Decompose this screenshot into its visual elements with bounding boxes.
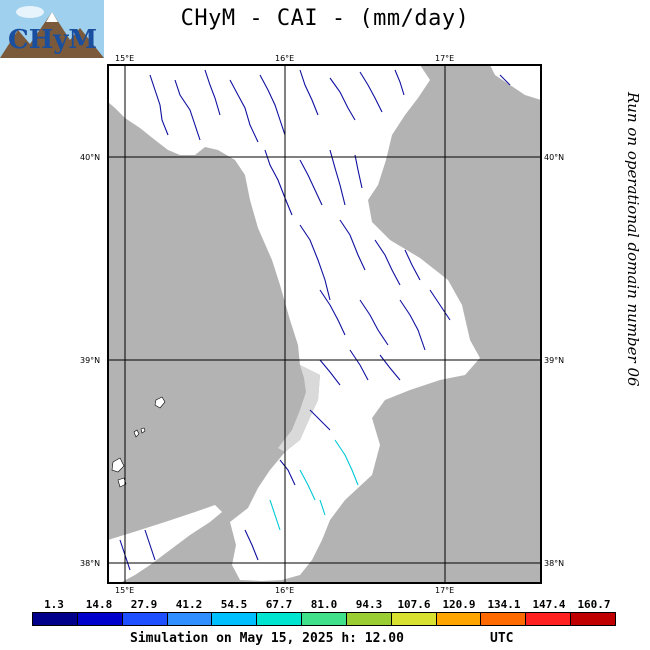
colorbar-label: 120.9 [442,598,476,611]
lon-label-bottom: 17°E [435,586,454,595]
map-title: CHyM - CAI - (mm/day) [180,6,470,31]
lat-label-left: 39°N [80,356,100,365]
colorbar-cell [481,613,527,625]
colorbar-label: 147.4 [532,598,566,611]
lon-label-top: 15°E [115,54,134,63]
simulation-time: Simulation on May 15, 2025 h: 12.00 [130,631,404,646]
mainland [108,65,480,581]
island [111,457,125,473]
river-network [119,69,511,571]
lon-label-bottom: 15°E [115,586,134,595]
colorbar-cell [257,613,303,625]
colorbar-label: 94.3 [355,598,383,611]
colorbar-cell [526,613,572,625]
lon-label-top: 16°E [275,54,294,63]
colorbar-label: 1.3 [44,598,64,611]
colorbar-label: 14.8 [85,598,113,611]
colorbar-cell [346,613,392,625]
colorbar-label: 160.7 [577,598,611,611]
lat-label-left: 38°N [80,559,100,568]
colorbar-cell [302,613,347,625]
colorbar [32,612,616,626]
colorbar-cell [167,613,213,625]
colorbar-label: 67.7 [265,598,293,611]
run-note: Run on operational domain number 06 [624,92,642,387]
timezone-label: UTC [490,631,514,646]
island [117,477,127,488]
colorbar-cell [436,613,482,625]
colorbar-cell [571,613,615,625]
river-network-high [269,439,359,531]
colorbar-cell [122,613,168,625]
lat-label-left: 40°N [80,153,100,162]
colorbar-labels: 1.3 14.8 27.9 41.2 54.5 67.7 81.0 94.3 107.6 120.… [0,598,650,612]
graticule [108,65,541,583]
map-frame [107,64,542,584]
island [133,429,140,438]
colorbar-cell [212,613,258,625]
footer: Simulation on May 15, 2025 h: 12.00 UTC [0,631,650,647]
chym-logo: CHyM [0,0,104,58]
lat-label-right: 38°N [544,559,564,568]
colorbar-cell [391,613,437,625]
logo-text: CHyM [8,25,97,55]
upper-right-land [490,65,541,100]
colorbar-label: 41.2 [175,598,203,611]
lat-label-right: 39°N [544,356,564,365]
colorbar-label: 81.0 [310,598,338,611]
colorbar-cell [33,613,78,625]
lat-label-right: 40°N [544,153,564,162]
lon-label-top: 17°E [435,54,454,63]
lon-label-bottom: 16°E [275,586,294,595]
colorbar-label: 107.6 [397,598,431,611]
colorbar-label: 27.9 [130,598,158,611]
colorbar-label: 134.1 [487,598,521,611]
island [140,427,146,434]
map-canvas: 15°E 16°E 17°E 15°E 16°E 17°E 40°N 39°N … [80,54,564,595]
colorbar-label: 54.5 [220,598,248,611]
island [154,396,166,409]
colorbar-cell [77,613,123,625]
